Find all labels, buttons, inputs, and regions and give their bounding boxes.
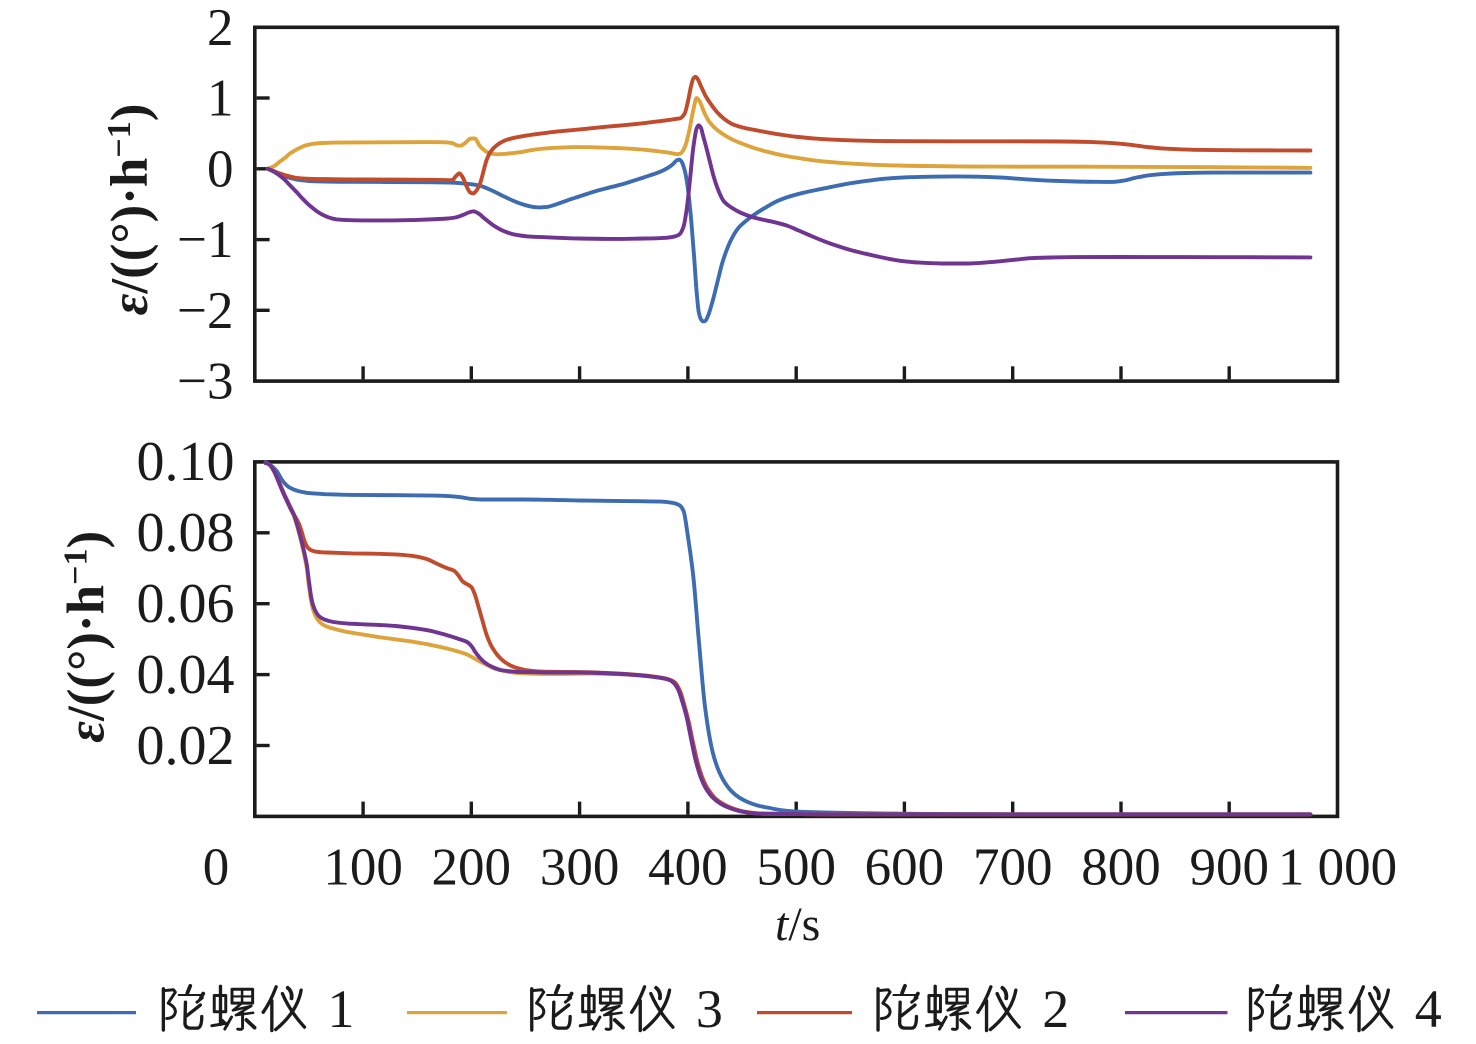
svg-text:0.02: 0.02 [137, 715, 235, 777]
svg-text:300: 300 [540, 839, 620, 897]
svg-text:700: 700 [973, 839, 1053, 897]
svg-text:−1: −1 [177, 211, 233, 269]
svg-text:4: 4 [1415, 979, 1442, 1039]
svg-text:ε/((°)·h−1): ε/((°)·h−1) [57, 531, 115, 743]
svg-text:−3: −3 [177, 353, 233, 411]
svg-text:0.08: 0.08 [137, 502, 235, 564]
svg-text:2: 2 [207, 0, 234, 57]
svg-text:100: 100 [323, 839, 403, 897]
svg-text:900: 900 [1189, 839, 1269, 897]
svg-text:1 000: 1 000 [1278, 839, 1397, 897]
svg-text:0.10: 0.10 [137, 431, 235, 493]
svg-text:400: 400 [648, 839, 728, 897]
svg-text:1: 1 [328, 979, 355, 1039]
svg-text:3: 3 [696, 979, 723, 1039]
svg-text:0: 0 [207, 140, 234, 198]
svg-text:t/s: t/s [775, 898, 820, 951]
svg-text:0.04: 0.04 [137, 644, 235, 706]
svg-text:800: 800 [1081, 839, 1161, 897]
svg-text:600: 600 [865, 839, 945, 897]
svg-text:0.06: 0.06 [137, 573, 235, 635]
svg-text:500: 500 [756, 839, 836, 897]
svg-text:ε/((°)·h−1): ε/((°)·h−1) [101, 104, 159, 316]
svg-text:200: 200 [432, 839, 512, 897]
svg-text:2: 2 [1042, 979, 1069, 1039]
svg-text:0: 0 [203, 839, 230, 897]
svg-text:1: 1 [207, 70, 234, 128]
svg-text:−2: −2 [177, 282, 233, 340]
